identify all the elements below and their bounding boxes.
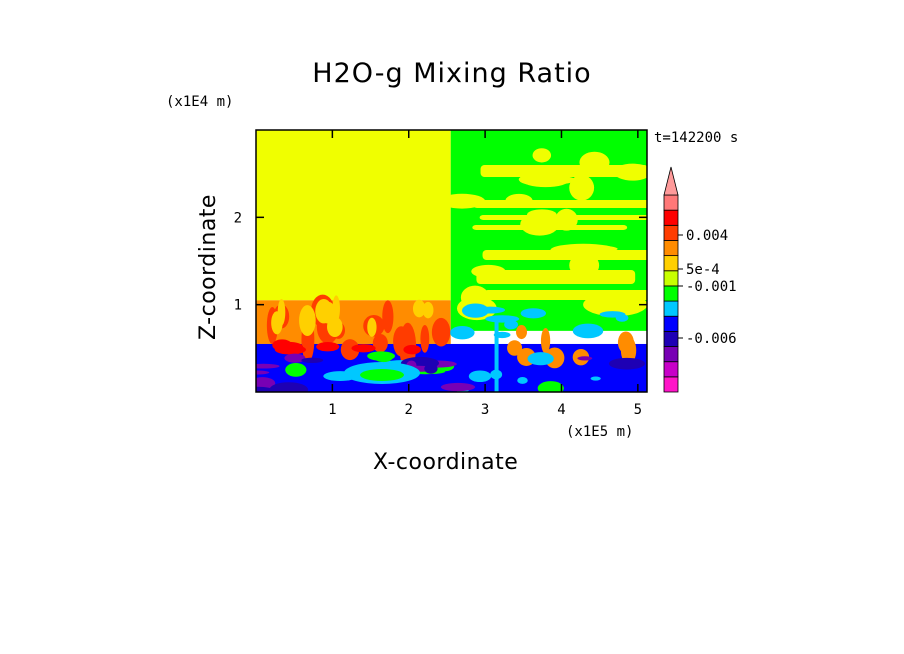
colorbar-label: 0.004 — [686, 228, 728, 244]
texture-blob — [382, 300, 394, 334]
texture-blob — [521, 173, 570, 188]
texture-blob — [579, 151, 610, 174]
colorbar-segment — [663, 346, 679, 363]
texture-blob — [617, 331, 634, 354]
colorbar-label: -0.006 — [686, 331, 737, 347]
texture-blob — [449, 325, 475, 340]
colorbar-segment — [663, 361, 679, 378]
texture-blob — [403, 344, 421, 355]
texture-blob — [505, 193, 533, 208]
texture-blob — [577, 356, 593, 361]
colorbar-segment — [663, 300, 679, 317]
texture-blob — [316, 341, 340, 352]
texture-band — [483, 290, 647, 300]
texture-blob — [527, 209, 557, 221]
texture-blob — [540, 327, 551, 354]
texture-blob — [256, 370, 270, 375]
colorbar: 0.004 5e-4-0.001 -0.006 — [663, 166, 737, 393]
texture-blob — [517, 376, 528, 384]
texture-blob — [285, 362, 307, 377]
texture-blob — [608, 357, 645, 370]
y-tick-label: 1 — [234, 298, 242, 314]
texture-band — [473, 200, 647, 208]
texture-blob — [626, 380, 647, 391]
colorbar-label: 5e-4 — [686, 262, 720, 278]
axis-ticks: 1 2 3 4 5 1 2 — [234, 130, 647, 418]
texture-blob — [269, 382, 309, 392]
colorbar-segment — [663, 240, 679, 257]
texture-blob — [440, 382, 476, 392]
colorbar-segment — [663, 330, 679, 347]
texture-blob — [256, 386, 274, 392]
texture-blob — [599, 311, 626, 318]
texture-blob — [572, 323, 604, 339]
texture-blob — [277, 298, 286, 326]
texture-blob — [326, 316, 343, 338]
texture-blob — [340, 339, 360, 361]
texture-blob — [468, 370, 492, 383]
texture-blob — [372, 333, 388, 353]
colorbar-segment — [663, 270, 679, 287]
texture-blob — [301, 357, 324, 363]
plot-frame — [255, 129, 648, 393]
x-unit-label: (x1E5 m) — [566, 424, 634, 440]
texture-blob — [315, 298, 333, 324]
texture-blob — [351, 344, 376, 353]
texture-blob — [475, 306, 506, 314]
texture-blob — [367, 317, 377, 337]
texture-blob — [555, 208, 578, 231]
texture-blob — [613, 163, 647, 181]
texture-blob — [485, 315, 520, 323]
texture-blob — [256, 363, 280, 369]
texture-blob — [583, 293, 647, 317]
texture-blob — [527, 352, 554, 366]
colorbar-segment — [663, 194, 679, 211]
texture-blob — [507, 340, 523, 356]
colorbar-segment — [663, 224, 679, 241]
texture-blob — [438, 193, 486, 209]
colorbar-extend-arrow — [663, 166, 679, 196]
colorbar-segment — [663, 209, 679, 226]
x-tick-label: 2 — [405, 402, 413, 418]
x-axis-label: X-coordinate — [373, 450, 519, 475]
texture-blob — [256, 377, 276, 390]
texture-blob — [284, 353, 306, 363]
x-tick-label: 3 — [481, 402, 489, 418]
colorbar-segment — [663, 255, 679, 272]
texture-blob — [569, 174, 595, 201]
texture-blob — [461, 303, 489, 318]
texture-blob — [569, 252, 600, 278]
y-unit-label: (x1E4 m) — [166, 94, 234, 110]
texture-blob — [516, 325, 528, 340]
texture-blob — [572, 245, 618, 253]
colorbar-segment — [663, 376, 679, 393]
x-tick-label: 5 — [634, 402, 642, 418]
colorbar-segment — [663, 285, 679, 302]
texture-column — [494, 320, 499, 392]
chart-title: H2O-g Mixing Ratio — [312, 58, 592, 89]
texture-blob — [471, 264, 506, 278]
texture-blob — [422, 301, 434, 319]
texture-blob — [299, 305, 316, 337]
region-upper-left — [256, 130, 451, 301]
texture-blob — [367, 351, 396, 361]
texture-blob — [520, 308, 547, 319]
y-tick-label: 2 — [234, 210, 242, 226]
texture-blob — [272, 339, 292, 351]
texture-blob — [532, 148, 552, 163]
time-label: t=142200 s — [654, 130, 739, 146]
texture-blob — [431, 317, 451, 347]
texture-blob — [537, 381, 564, 392]
texture-blob — [424, 363, 438, 374]
texture-blob — [360, 369, 405, 381]
texture-blob — [590, 376, 601, 381]
contour-field — [256, 130, 647, 392]
colorbar-segment — [663, 315, 679, 332]
x-tick-label: 1 — [328, 402, 336, 418]
texture-blob — [412, 299, 426, 318]
x-tick-label: 4 — [557, 402, 565, 418]
texture-blob — [420, 324, 430, 353]
colorbar-label: -0.001 — [686, 279, 737, 295]
